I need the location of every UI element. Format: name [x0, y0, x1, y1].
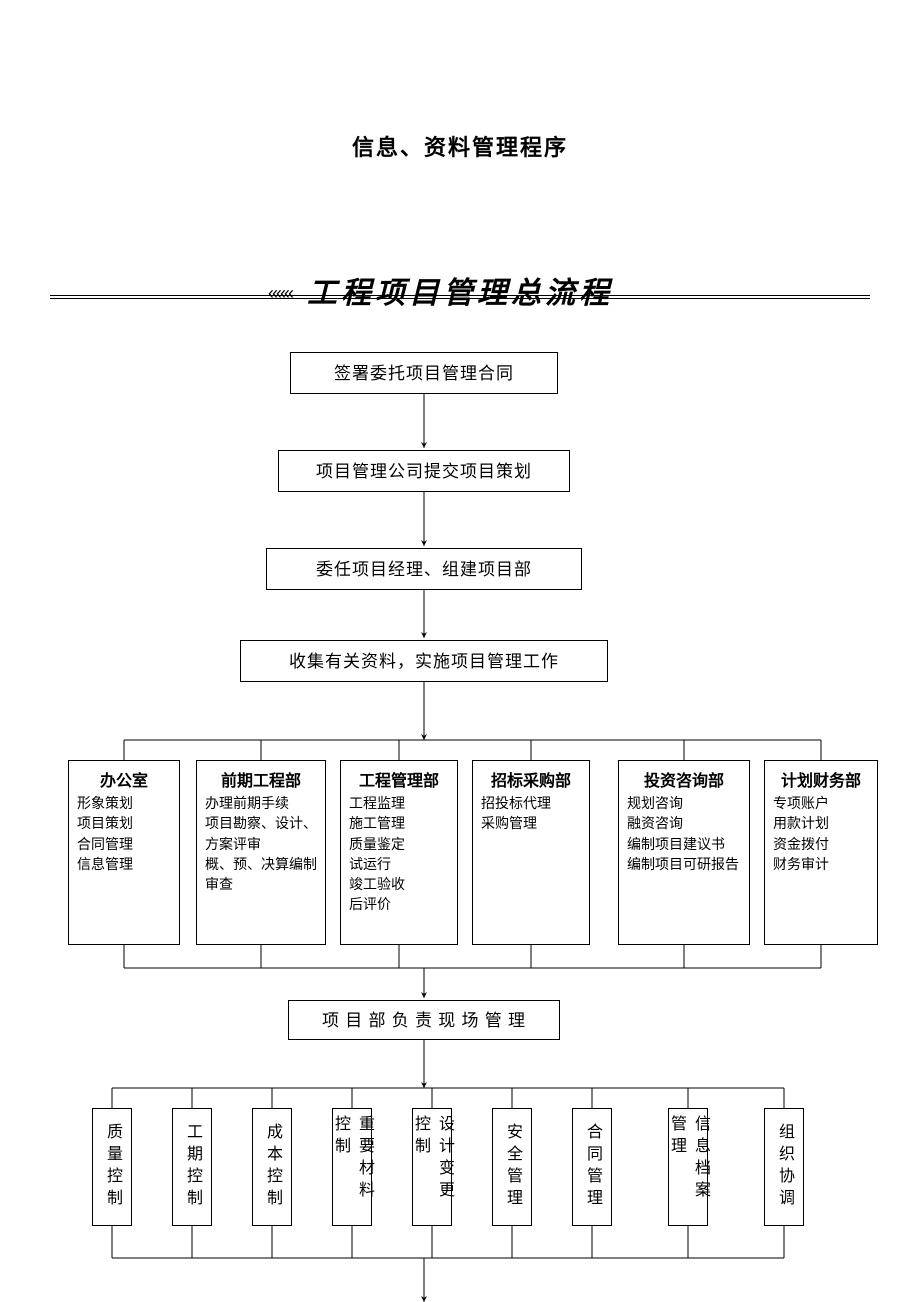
site-node: 合同管理	[572, 1108, 612, 1226]
site-node: 信息档案管理	[668, 1108, 708, 1226]
site-node: 成本控制	[252, 1108, 292, 1226]
dept-item: 竣工验收	[349, 876, 449, 896]
flow-node: 招标采购部招投标代理采购管理	[472, 760, 590, 945]
dept-item: 形象策划	[77, 795, 171, 815]
flow-node: 工程管理部工程监理施工管理质量鉴定试运行竣工验收后评价	[340, 760, 458, 945]
dept-head: 办公室	[77, 767, 171, 791]
dept-item: 合同管理	[77, 836, 171, 856]
flow-node: 项 目 部 负 责 现 场 管 理	[288, 1000, 560, 1040]
site-node: 质量控制	[92, 1108, 132, 1226]
dept-head: 前期工程部	[205, 767, 317, 791]
flow-node: 委任项目经理、组建项目部	[266, 548, 582, 590]
flow-node-label: 委任项目经理、组建项目部	[316, 560, 532, 579]
dept-item: 办理前期手续	[205, 795, 317, 815]
flow-node-label: 项目管理公司提交项目策划	[316, 462, 532, 481]
dept-head: 招标采购部	[481, 767, 581, 791]
flow-node: 签署委托项目管理合同	[290, 352, 558, 394]
flow-node: 前期工程部办理前期手续项目勘察、设计、方案评审概、预、决算编制审查	[196, 760, 326, 945]
dept-item: 方案评审	[205, 836, 317, 856]
dept-item: 概、预、决算编制审查	[205, 856, 317, 897]
subtitle-left-arrows: «««	[268, 283, 292, 304]
flow-node-label: 签署委托项目管理合同	[334, 364, 514, 383]
dept-item: 施工管理	[349, 815, 449, 835]
flow-node-label: 项 目 部 负 责 现 场 管 理	[322, 1011, 526, 1030]
dept-item: 项目勘察、设计、	[205, 815, 317, 835]
subtitle: 工程项目管理总流程	[0, 268, 920, 312]
site-node: 工期控制	[172, 1108, 212, 1226]
dept-item: 工程监理	[349, 795, 449, 815]
dept-item: 用款计划	[773, 815, 869, 835]
dept-head: 计划财务部	[773, 767, 869, 791]
dept-head: 工程管理部	[349, 767, 449, 791]
site-node: 设计变更控制	[412, 1108, 452, 1226]
dept-item: 编制项目建议书	[627, 836, 741, 856]
page-title: 信息、资料管理程序	[0, 130, 920, 162]
dept-item: 融资咨询	[627, 815, 741, 835]
site-node: 组织协调	[764, 1108, 804, 1226]
flow-node: 收集有关资料，实施项目管理工作	[240, 640, 608, 682]
flowchart-canvas: 信息、资料管理程序 工程项目管理总流程 ««« 签署委托项目管理合同项目管理公司…	[0, 0, 920, 1302]
site-node: 重要材料控制	[332, 1108, 372, 1226]
subtitle-double-line	[50, 295, 870, 299]
flow-node: 投资咨询部规划咨询融资咨询编制项目建议书编制项目可研报告	[618, 760, 750, 945]
dept-item: 规划咨询	[627, 795, 741, 815]
site-node: 安全管理	[492, 1108, 532, 1226]
flow-node: 项目管理公司提交项目策划	[278, 450, 570, 492]
dept-item: 财务审计	[773, 856, 869, 876]
flow-node-label: 收集有关资料，实施项目管理工作	[289, 652, 559, 671]
flow-node: 办公室形象策划项目策划合同管理信息管理	[68, 760, 180, 945]
dept-item: 招投标代理	[481, 795, 581, 815]
dept-item: 专项账户	[773, 795, 869, 815]
dept-item: 质量鉴定	[349, 836, 449, 856]
flow-node: 计划财务部专项账户用款计划资金拨付财务审计	[764, 760, 878, 945]
dept-item: 后评价	[349, 896, 449, 916]
dept-item: 采购管理	[481, 815, 581, 835]
dept-item: 试运行	[349, 856, 449, 876]
dept-item: 项目策划	[77, 815, 171, 835]
dept-item: 编制项目可研报告	[627, 856, 741, 876]
dept-item: 信息管理	[77, 856, 171, 876]
dept-item: 资金拨付	[773, 836, 869, 856]
dept-head: 投资咨询部	[627, 767, 741, 791]
